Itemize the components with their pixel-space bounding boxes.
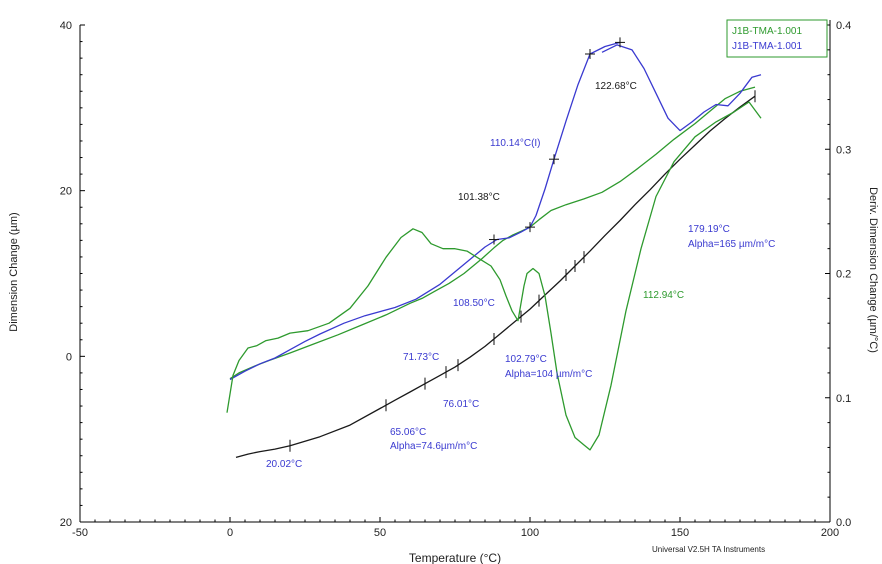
annotation-alpha-165: Alpha=165 µm/m°C <box>688 239 775 250</box>
y-right-axis-label: Deriv. Dimension Change (µm/°C) <box>867 187 879 353</box>
x-axis-label: Temperature (°C) <box>409 551 501 564</box>
legend: J1B-TMA-1.001 J1B-TMA-1.001 <box>726 19 828 58</box>
x-tick-label: 150 <box>671 527 689 539</box>
annotation-71-73: 71.73°C <box>403 352 439 363</box>
legend-entry-2: J1B-TMA-1.001 <box>732 41 802 52</box>
series-line-4 <box>226 101 762 451</box>
annotation-112-94: 112.94°C <box>643 290 684 301</box>
annotation-179-19: 179.19°C <box>688 224 730 235</box>
series-line-3 <box>235 95 756 459</box>
annotations: 122.68°C 110.14°C(I) 101.38°C 179.19°C A… <box>266 81 775 470</box>
x-tick-label: -50 <box>72 527 88 539</box>
legend-entry-1: J1B-TMA-1.001 <box>732 26 802 37</box>
marker-layer <box>289 37 756 452</box>
annotation-alpha-74-6: Alpha=74.6µm/m°C <box>390 441 477 452</box>
annotation-102-79: 102.79°C <box>505 354 547 365</box>
annotation-108-50: 108.50°C <box>453 298 495 309</box>
y-left-tick-label: 20 <box>60 186 72 198</box>
y-left-axis-label: Dimension Change (µm) <box>8 212 20 331</box>
x-tick-label: 0 <box>227 527 233 539</box>
y-right-tick-label: 0.3 <box>836 144 851 156</box>
series-layer <box>226 41 762 459</box>
legend-box <box>726 19 828 58</box>
x-tick-label: 100 <box>521 527 539 539</box>
y-right-tick-label: 0.2 <box>836 269 851 281</box>
series-line-1 <box>229 86 756 380</box>
x-tick-label: 50 <box>374 527 386 539</box>
series-line-2 <box>229 41 621 381</box>
x-ticks: -50 0 50 100 150 200 <box>72 517 839 539</box>
series-line-5 <box>601 44 762 132</box>
x-tick-label: 200 <box>821 527 839 539</box>
y-right-tick-label: 0.0 <box>836 517 851 529</box>
annotation-110-14: 110.14°C(I) <box>490 138 541 149</box>
annotation-20-02: 20.02°C <box>266 459 302 470</box>
annotation-122-68: 122.68°C <box>595 81 637 92</box>
annotation-76-01: 76.01°C <box>443 399 479 410</box>
y-left-tick-label: 0 <box>66 351 72 363</box>
y-right-ticks: 0.0 0.1 0.2 0.3 0.4 <box>825 20 851 529</box>
footer-text: Universal V2.5H TA Instruments <box>652 545 765 554</box>
annotation-65-06: 65.06°C <box>390 427 426 438</box>
annotation-alpha-104: Alpha=104 µm/m°C <box>505 369 592 380</box>
y-right-tick-label: 0.4 <box>836 20 851 32</box>
y-left-tick-label: 40 <box>60 20 72 32</box>
y-right-tick-label: 0.1 <box>836 393 851 405</box>
annotation-101-38: 101.38°C <box>458 192 500 203</box>
y-left-tick-label: 20 <box>60 517 72 529</box>
y-left-ticks: 20 0 20 40 <box>60 20 85 529</box>
